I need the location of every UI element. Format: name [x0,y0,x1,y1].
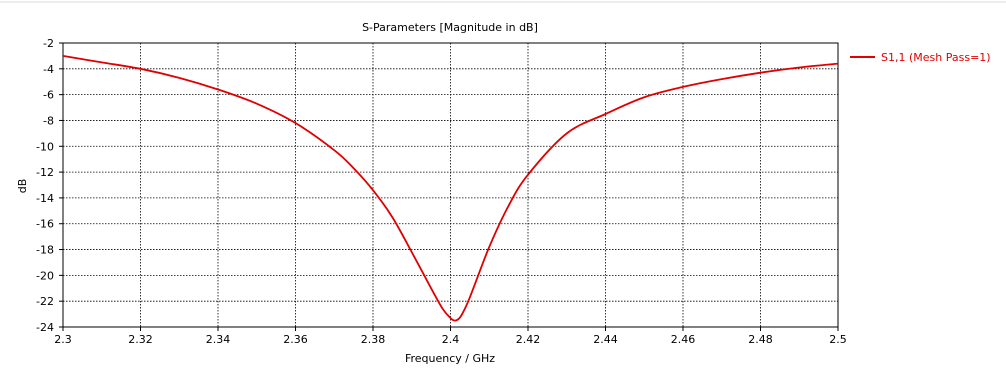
grid-lines [63,43,838,327]
x-tick-label: 2.3 [54,333,72,346]
x-tick-label: 2.4 [442,333,460,346]
x-tick-label: 2.38 [361,333,386,346]
x-tick-label: 2.44 [593,333,618,346]
x-tick-label: 2.32 [128,333,153,346]
y-tick-label: -20 [36,269,54,282]
legend[interactable]: S1,1 (Mesh Pass=1) [850,51,991,64]
x-tick-label: 2.46 [671,333,696,346]
series-line-0 [62,55,839,322]
y-tick-label: -22 [36,295,54,308]
x-axis-ticks: 2.3 2.32 2.34 2.36 2.38 2.4 2.42 2.44 2.46 2.48 2.… [54,327,847,346]
y-tick-label: -12 [36,166,54,179]
y-axis-label: dB [16,179,29,194]
legend-entry-s11: S1,1 (Mesh Pass=1) [881,51,991,64]
y-tick-label: -2 [43,37,54,50]
chart-title: S-Parameters [Magnitude in dB] [362,21,538,34]
y-tick-label: -16 [36,218,54,231]
y-tick-label: -18 [36,244,54,257]
y-tick-label: -8 [43,114,54,127]
series-layer [62,55,839,322]
y-tick-label: -24 [36,321,54,334]
x-tick-label: 2.42 [516,333,541,346]
y-tick-label: -10 [36,140,54,153]
x-tick-label: 2.36 [283,333,308,346]
y-tick-label: -4 [43,63,54,76]
x-tick-label: 2.48 [748,333,773,346]
y-tick-label: -6 [43,89,54,102]
y-axis-ticks: -2 -4 -6 -8 -10 -12 -14 -16 -18 -20 -22 -24 [36,37,63,334]
y-tick-label: -14 [36,192,54,205]
x-tick-label: 2.34 [206,333,231,346]
x-tick-label: 2.5 [829,333,847,346]
x-axis-label: Frequency / GHz [405,352,495,365]
